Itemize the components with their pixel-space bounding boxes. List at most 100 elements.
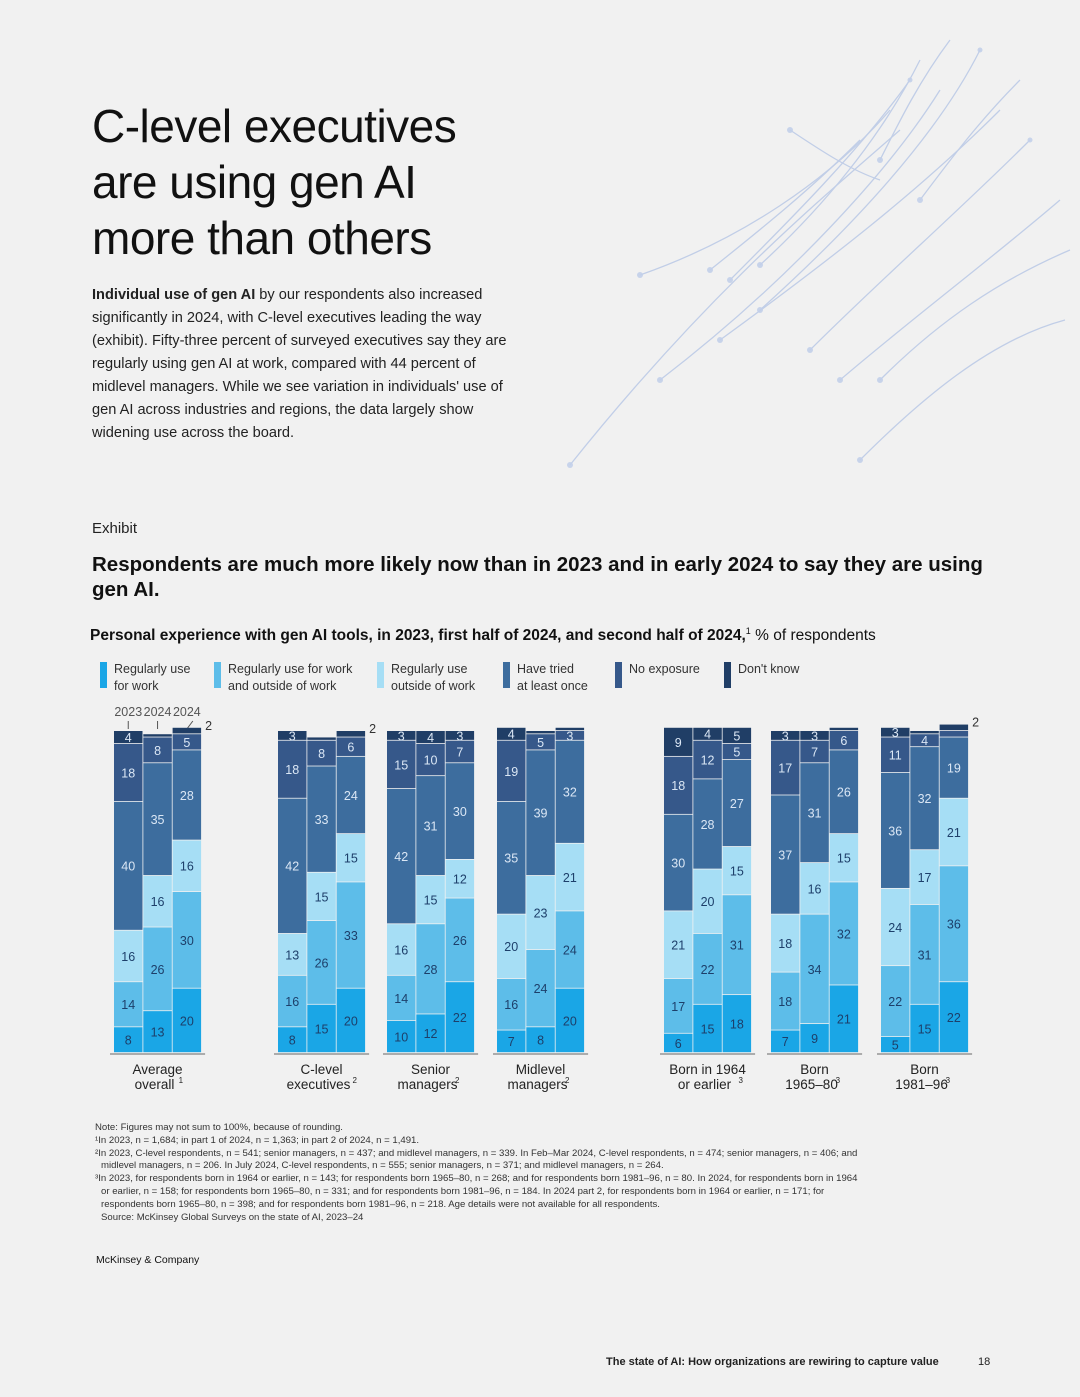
bar-segment	[800, 731, 829, 740]
bar-segment	[497, 1030, 526, 1053]
bar-segment	[722, 895, 752, 995]
bar-segment	[278, 933, 307, 975]
data-label: 32	[837, 927, 851, 941]
bar-segment	[910, 904, 939, 1004]
data-label: 8	[318, 747, 325, 761]
bar-segment	[497, 978, 526, 1030]
bar-segment	[416, 743, 445, 776]
data-label: 15	[315, 1022, 329, 1036]
bar-segment	[800, 1024, 829, 1053]
data-label: 6	[675, 1037, 682, 1051]
bar-segment	[526, 750, 555, 876]
footnote-line: ³In 2023, for respondents born in 1964 o…	[95, 1173, 858, 1185]
page-title-line: C-level executives	[92, 100, 457, 152]
bar-segment	[172, 734, 202, 750]
legend-label: Have tried	[517, 662, 574, 676]
bar-segment	[771, 1030, 800, 1053]
bar-segment	[172, 750, 202, 840]
group-label-footnote: 1	[179, 1076, 184, 1085]
bar-segment	[800, 863, 829, 914]
bar-segment	[416, 1014, 445, 1053]
bar-segment	[307, 872, 336, 921]
bar-segment	[693, 933, 722, 1004]
bar-segment	[881, 727, 910, 737]
data-label: 15	[344, 852, 358, 866]
data-label: 14	[394, 992, 408, 1006]
bar-segment	[172, 988, 202, 1053]
data-label: 18	[730, 1018, 744, 1032]
bar-segment	[143, 734, 172, 737]
bar-segment	[387, 731, 416, 740]
bar-segment	[526, 949, 555, 1027]
bar-segment	[664, 814, 693, 911]
bar-segment	[416, 924, 445, 1014]
intro-paragraph: Individual use of gen AI by our responde…	[92, 284, 522, 445]
data-label: 21	[671, 939, 685, 953]
legend-label: No exposure	[629, 662, 700, 676]
footnote-line: midlevel managers, n = 206. In July 2024…	[101, 1160, 664, 1172]
bar-segment	[829, 727, 859, 731]
bar-segment	[881, 888, 910, 966]
bar-segment	[387, 740, 416, 789]
data-label: 33	[344, 929, 358, 943]
data-label: 7	[811, 745, 818, 759]
bar-segment	[114, 731, 143, 744]
bar-segment	[555, 740, 585, 843]
bar-segment	[497, 740, 526, 802]
bar-segment	[910, 734, 939, 747]
legend-label: and outside of work	[228, 679, 337, 693]
legend-swatch	[214, 662, 221, 688]
data-label: 15	[730, 865, 744, 879]
bar-segment	[445, 859, 475, 898]
data-label: 23	[534, 906, 548, 920]
data-label: 18	[778, 995, 792, 1009]
group-label: Average	[133, 1062, 183, 1077]
data-label: 6	[840, 734, 847, 748]
bar-segment	[307, 1004, 336, 1053]
bar-segment	[526, 734, 555, 750]
data-label: 18	[121, 766, 135, 780]
bar-segment	[143, 737, 172, 763]
data-label: 18	[671, 779, 685, 793]
data-label: 28	[424, 963, 438, 977]
bar-segment	[881, 772, 910, 888]
data-label: 3	[456, 729, 463, 743]
bar-segment	[416, 731, 445, 744]
bar-segment	[800, 763, 829, 863]
data-label: 16	[394, 943, 408, 957]
bar-segment	[416, 875, 445, 924]
group-label: managers	[508, 1077, 568, 1092]
data-label: 34	[808, 963, 822, 977]
data-label: 42	[394, 850, 408, 864]
bar-segment	[172, 727, 202, 734]
data-label: 16	[151, 895, 165, 909]
bar-segment	[881, 1036, 910, 1053]
data-label: 16	[504, 998, 518, 1012]
data-label: 33	[315, 813, 329, 827]
bar-segment	[172, 892, 202, 988]
data-label: 32	[563, 786, 577, 800]
data-label: 8	[537, 1034, 544, 1048]
bar-segment	[722, 995, 752, 1053]
bar-segment	[555, 911, 585, 988]
data-label: 27	[730, 797, 744, 811]
page-title: C-level executives are using gen AI more…	[92, 98, 612, 266]
bar-segment	[114, 801, 143, 930]
data-label: 24	[344, 789, 358, 803]
data-label: 15	[315, 890, 329, 904]
bar-segment	[143, 875, 172, 927]
group-label: Midlevel	[516, 1062, 566, 1077]
bar-segment	[114, 743, 143, 802]
bar-segment	[172, 840, 202, 892]
bar-segment	[445, 763, 475, 859]
bar-segment	[555, 731, 585, 740]
bar-segment	[771, 740, 800, 795]
bar-segment	[307, 740, 336, 766]
group-label-footnote: 3	[836, 1076, 841, 1085]
data-label: 30	[671, 857, 685, 871]
legend-label: outside of work	[391, 679, 476, 693]
year-tick	[186, 720, 194, 730]
bar-segment	[555, 988, 585, 1053]
data-label: 26	[151, 963, 165, 977]
data-label: 5	[892, 1038, 899, 1052]
